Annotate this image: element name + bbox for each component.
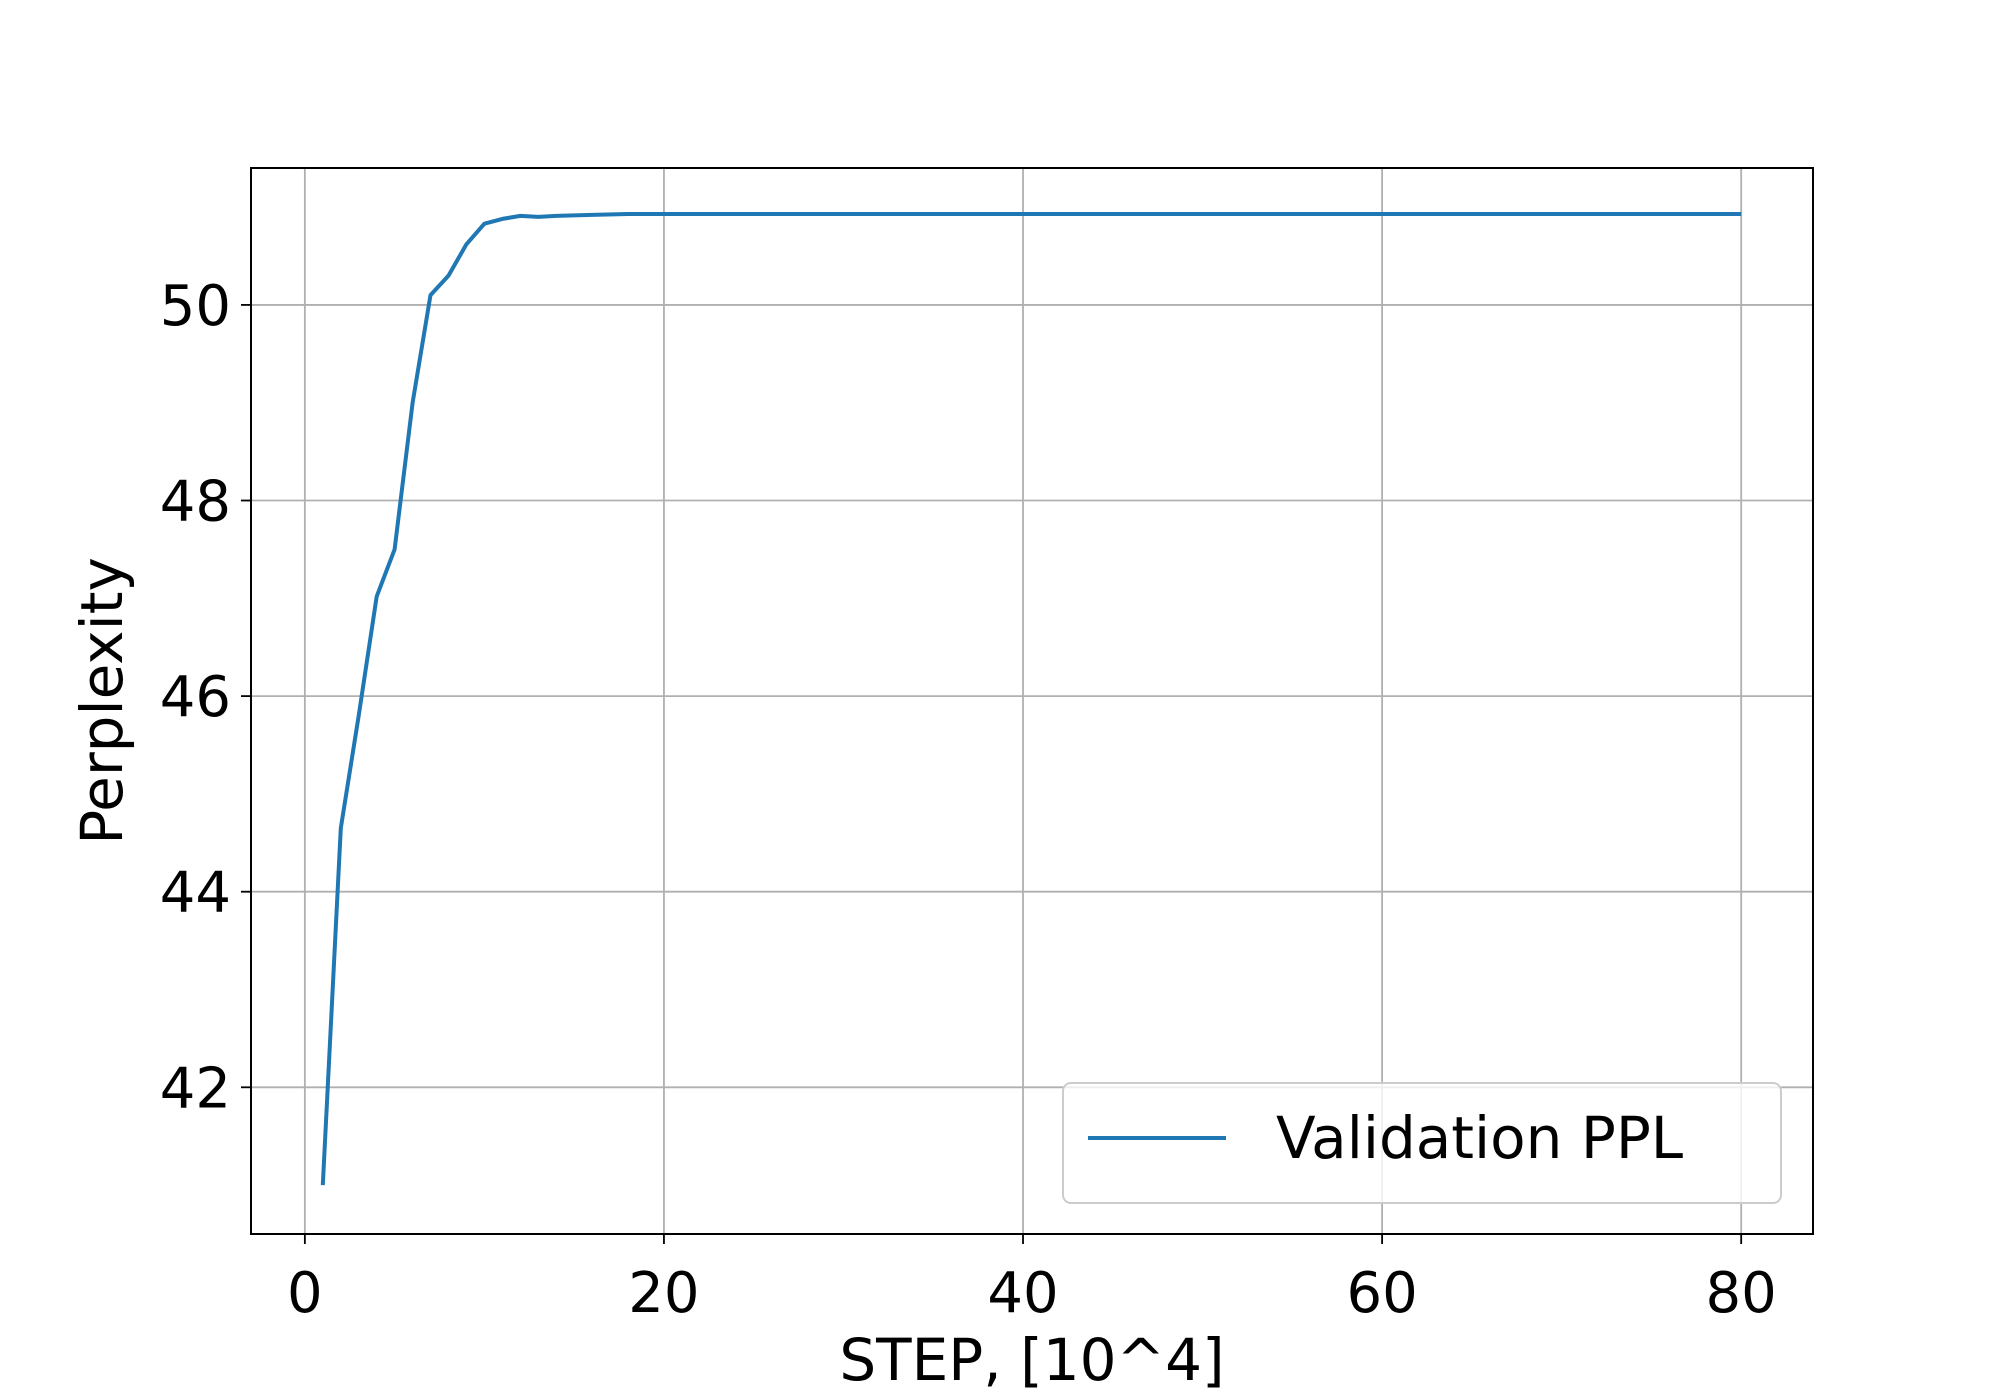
y-tick-label: 42	[160, 1056, 231, 1121]
x-tick-label: 20	[628, 1261, 699, 1326]
series-line-validation-ppl	[320, 212, 1742, 1186]
x-tick-label: 0	[287, 1261, 323, 1326]
x-tick-label: 80	[1706, 1261, 1777, 1326]
y-axis-label: Perplexity	[68, 557, 136, 845]
grid-lines	[251, 168, 1813, 1234]
x-axis-label: STEP, [10^4]	[839, 1326, 1224, 1394]
legend-box	[1062, 1082, 1782, 1204]
y-tick-label: 46	[160, 665, 231, 730]
series-group	[320, 212, 1742, 1186]
plot-frame	[250, 167, 1814, 1235]
y-tick-label: 48	[160, 470, 231, 535]
legend-label: Validation PPL	[1276, 1104, 1683, 1172]
y-tick-label: 50	[160, 274, 231, 339]
x-tick-label: 60	[1346, 1261, 1417, 1326]
x-tick-label: 40	[987, 1261, 1058, 1326]
y-tick-label: 44	[160, 861, 231, 926]
axis-ticks: 0 20 40 60 80 42 44 46 48 50	[160, 274, 1777, 1326]
legend: Validation PPL	[1062, 1082, 1782, 1204]
